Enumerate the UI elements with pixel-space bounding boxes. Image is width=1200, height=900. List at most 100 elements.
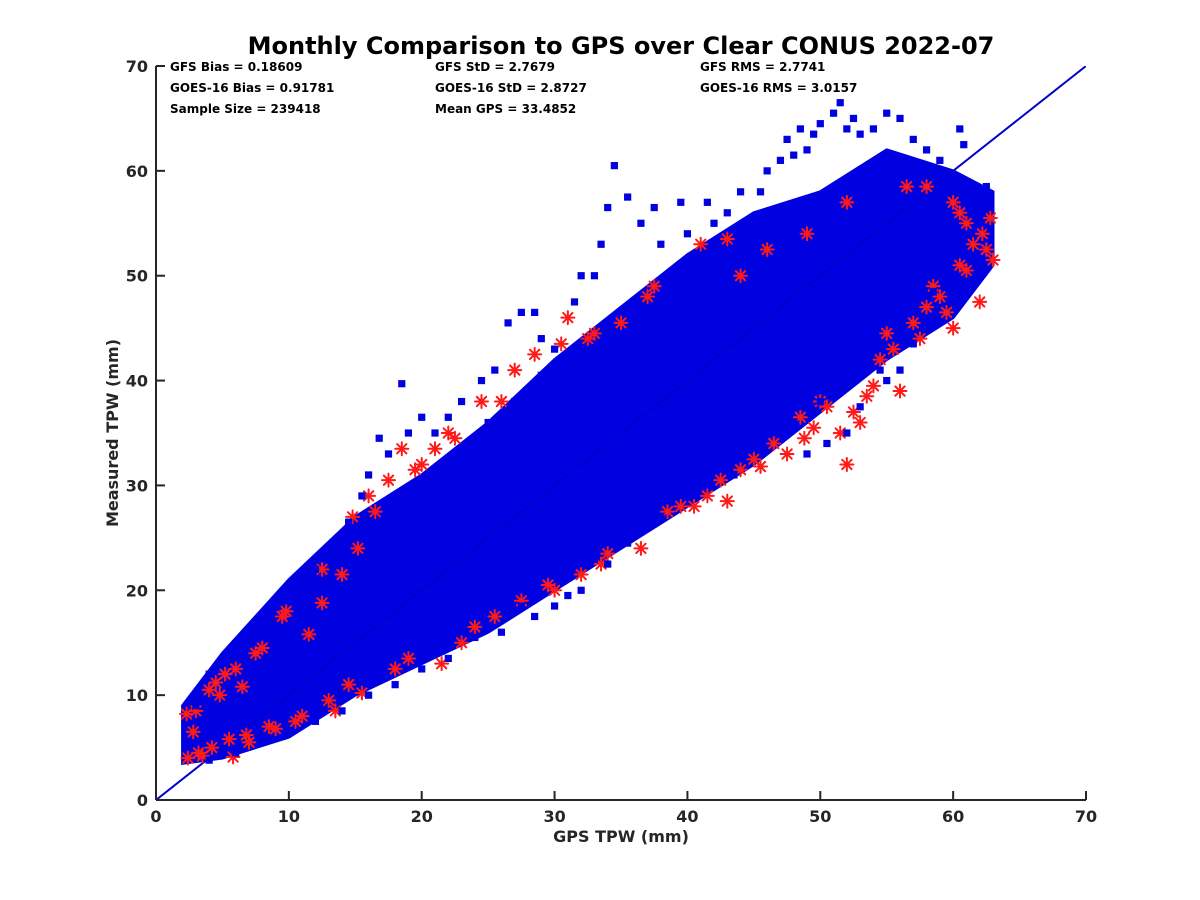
red-asterisk-point-70 [972, 294, 988, 310]
blue-square-point-118 [657, 513, 665, 521]
red-asterisk-point-96 [212, 687, 228, 703]
blue-square-point-31 [723, 209, 731, 217]
red-asterisk-point-17 [321, 692, 337, 708]
blue-square-point-37 [790, 151, 798, 159]
blue-square-point-62 [909, 340, 917, 348]
blue-square-point-103 [345, 518, 353, 526]
blue-square-point-59 [962, 251, 971, 259]
red-asterisk-point-41 [640, 289, 656, 305]
red-asterisk-point-64 [919, 299, 935, 315]
blue-square-point-12 [504, 319, 512, 327]
red-asterisk-point-46 [719, 493, 735, 509]
blue-square-point-67 [823, 439, 831, 448]
red-asterisk-point-16 [314, 595, 330, 611]
axes [155, 66, 1086, 801]
blue-square-point-56 [982, 182, 990, 191]
blue-square-point-98 [245, 633, 253, 642]
y-tick-label-0: 0 [137, 791, 148, 810]
red-asterisk-point-57 [852, 415, 868, 431]
annotation-gfs-bias: GFS Bias = 0.18609 [170, 60, 302, 74]
blue-square-point-52 [929, 167, 937, 175]
blue-square-point-122 [816, 397, 824, 406]
x-tick-label-7: 70 [1075, 807, 1097, 826]
blue-square-point-86 [418, 665, 426, 673]
red-asterisk-point-1 [180, 750, 196, 766]
red-asterisk-point-34 [527, 346, 543, 362]
blue-square-point-123 [876, 366, 884, 374]
red-asterisk-point-48 [753, 459, 768, 475]
blue-square-point-55 [960, 141, 968, 149]
blue-square-point-125 [962, 188, 971, 196]
blue-square-point-43 [836, 99, 844, 107]
y-tick-label-4: 40 [126, 372, 148, 391]
blue-square-point-87 [391, 681, 399, 689]
blue-square-point-83 [497, 628, 506, 636]
blue-square-point-0 [398, 380, 406, 388]
red-asterisk-point-73 [985, 252, 1001, 268]
x-tick-label-0: 0 [150, 807, 161, 826]
blue-square-point-14 [531, 308, 539, 317]
red-asterisk-point-88 [474, 394, 489, 410]
red-asterisk-point-51 [796, 430, 812, 446]
red-asterisk-point-28 [427, 441, 443, 457]
y-tick-label-7: 70 [126, 57, 148, 76]
blue-square-point-111 [537, 371, 545, 379]
red-asterisk-point-89 [440, 425, 456, 441]
red-asterisk-point-52 [806, 420, 822, 436]
red-asterisk-point-94 [248, 645, 264, 661]
blue-square-point-49 [896, 114, 904, 123]
blue-square-point-36 [783, 135, 791, 143]
red-asterisk-point-19 [334, 567, 350, 583]
blue-square-point-113 [663, 282, 672, 290]
blue-square-point-18 [577, 272, 585, 280]
blue-square-point-89 [338, 707, 346, 715]
blue-square-point-46 [856, 130, 864, 138]
blue-square-point-85 [444, 654, 452, 663]
blue-square-point-9 [457, 397, 466, 406]
blue-square-point-112 [630, 314, 638, 322]
red-asterisk-point-101 [261, 719, 277, 735]
red-asterisk-point-76 [899, 179, 915, 195]
blue-point-cloud [181, 148, 995, 766]
red-asterisk-point-25 [394, 441, 410, 457]
x-ticks: 0 10 20 30 40 50 60 70 [150, 791, 1097, 826]
blue-square-point-110 [511, 397, 519, 406]
red-asterisk-point-45 [713, 472, 729, 488]
blue-square-point-30 [710, 219, 718, 227]
blue-square-point-40 [810, 130, 818, 138]
blue-square-point-38 [796, 125, 804, 133]
blue-square-point-19 [590, 272, 599, 280]
blue-square-point-54 [956, 125, 964, 133]
blue-square-point-15 [537, 335, 545, 343]
blue-square-point-16 [550, 345, 559, 353]
blue-square-point-121 [790, 418, 798, 427]
blue-square-point-80 [550, 602, 559, 610]
blue-square-point-95 [192, 702, 200, 710]
blue-square-point-11 [491, 366, 499, 374]
blue-square-point-100 [285, 597, 293, 605]
red-asterisk-point-117 [974, 226, 990, 242]
blue-square-point-22 [610, 162, 618, 170]
red-asterisk-point-59 [865, 378, 881, 394]
red-asterisk-point-49 [779, 446, 795, 462]
blue-square-point-73 [697, 455, 705, 463]
blue-square-point-17 [570, 298, 579, 306]
blue-square-point-25 [650, 203, 658, 212]
red-asterisk-point-83 [646, 278, 662, 294]
red-asterisk-point-86 [553, 336, 569, 352]
red-asterisk-point-62 [892, 383, 908, 399]
reference-line-layer [156, 66, 1086, 800]
blue-square-point-26 [657, 240, 665, 248]
blue-square-point-3 [358, 492, 366, 500]
blue-square-point-21 [604, 203, 612, 212]
red-asterisk-point-113 [885, 341, 901, 357]
red-asterisk-point-36 [560, 310, 576, 326]
red-asterisk-point-99 [221, 731, 237, 747]
blue-square-point-41 [816, 120, 824, 128]
blue-square-point-47 [869, 125, 878, 133]
red-asterisk-point-80 [733, 268, 749, 284]
red-asterisk-point-31 [454, 635, 470, 651]
blue-square-point-78 [577, 586, 585, 594]
red-asterisk-point-0 [179, 706, 195, 722]
x-axis-label: GPS TPW (mm) [553, 827, 689, 846]
